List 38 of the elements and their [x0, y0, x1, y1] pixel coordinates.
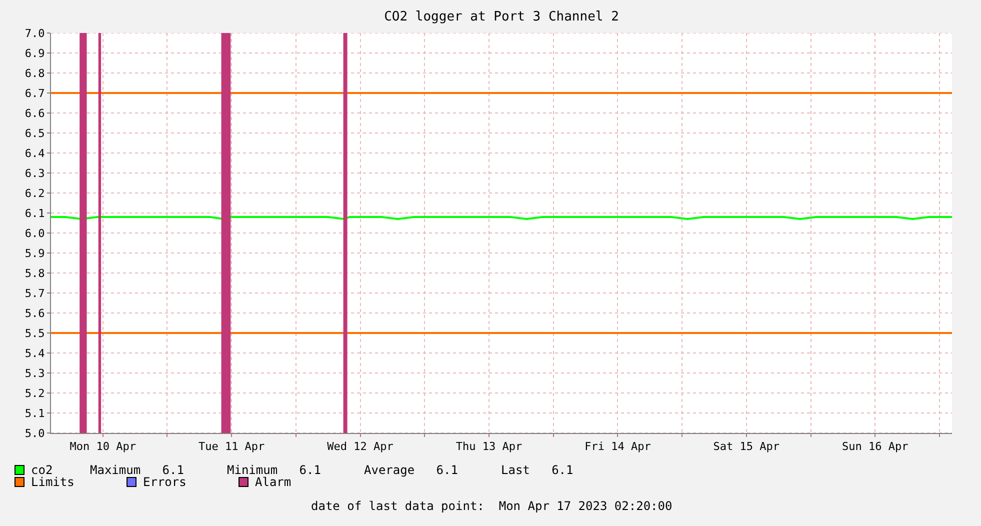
- y-tick-label: 5.5: [24, 326, 45, 340]
- legend-label: Limits: [31, 475, 74, 489]
- x-tick-label: Fri 14 Apr: [584, 440, 652, 454]
- y-tick-label: 5.0: [24, 426, 45, 440]
- y-tick-label: 5.6: [24, 306, 45, 320]
- legend-label: Errors: [143, 475, 186, 489]
- y-tick-label: 5.8: [24, 266, 45, 280]
- y-tick-label: 5.3: [24, 366, 45, 380]
- x-tick-label: Sat 15 Apr: [713, 440, 780, 454]
- legend-label: co2: [31, 463, 53, 477]
- legend-label: Alarm: [255, 475, 292, 489]
- y-tick-label: 6.4: [24, 146, 46, 160]
- x-tick-label: Tue 11 Apr: [198, 440, 266, 454]
- y-tick-label: 5.9: [24, 246, 45, 260]
- y-tick-label: 5.2: [24, 386, 45, 400]
- y-tick-label: 6.1: [24, 206, 45, 220]
- y-tick-label: 6.6: [24, 106, 45, 120]
- text: Last 6.1: [501, 463, 574, 477]
- y-tick-label: 6.7: [24, 86, 45, 100]
- y-tick-label: 5.4: [24, 346, 46, 360]
- y-tick-label: 6.5: [24, 126, 45, 140]
- x-tick-label: Wed 12 Apr: [327, 440, 394, 454]
- chart-title: CO2 logger at Port 3 Channel 2: [384, 10, 619, 25]
- y-tick-label: 6.2: [24, 186, 45, 200]
- x-tick-label: Thu 13 Apr: [456, 440, 522, 454]
- text: date of last data point: Mon Apr 17 2023 02:20:00: [311, 499, 672, 513]
- y-tick-label: 6.3: [24, 166, 45, 180]
- x-tick-label: Sun 16 Apr: [842, 440, 909, 454]
- x-tick-label: Mon 10 Apr: [70, 440, 136, 454]
- y-tick-label: 7.0: [24, 26, 45, 40]
- text: Maximum 6.1: [90, 463, 184, 477]
- text: Minimum 6.1: [227, 463, 321, 477]
- y-tick-label: 6.0: [24, 226, 45, 240]
- y-tick-label: 5.7: [24, 286, 45, 300]
- text: Average 6.1: [364, 463, 458, 477]
- y-tick-label: 5.1: [24, 406, 45, 420]
- y-tick-label: 6.8: [24, 66, 45, 80]
- y-tick-label: 6.9: [24, 46, 45, 60]
